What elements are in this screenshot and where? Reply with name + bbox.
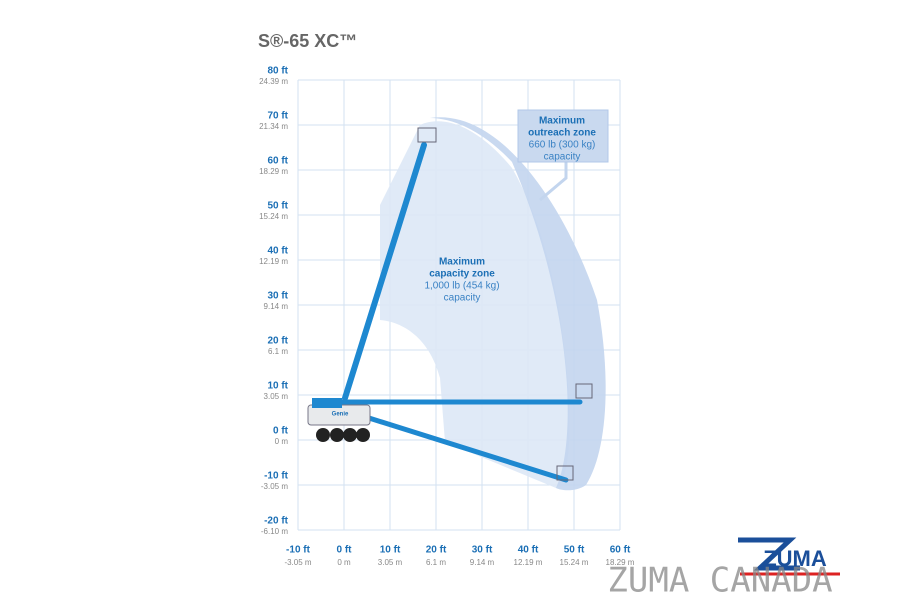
zone-capacity: 1,000 lb (454 kg) xyxy=(424,281,499,292)
x-tick-m: 18.29 m xyxy=(606,558,635,567)
x-tick-m: 9.14 m xyxy=(470,558,495,567)
y-tick-ft: 60 ft xyxy=(267,156,288,167)
logo-mark xyxy=(738,537,800,571)
zone-title: capacity zone xyxy=(429,269,495,280)
callout-box xyxy=(517,109,609,163)
turret xyxy=(312,398,342,408)
outreach-zone xyxy=(430,117,606,491)
x-tick-m: 6.1 m xyxy=(426,558,446,567)
title: S®-65 XC™ xyxy=(258,31,357,51)
x-tick-ft: 20 ft xyxy=(426,545,447,556)
y-tick-ft: 80 ft xyxy=(267,66,288,77)
logo-brand: ZUMA xyxy=(763,546,827,571)
x-tick-m: 12.19 m xyxy=(514,558,543,567)
zone-title: outreach zone xyxy=(528,128,596,139)
y-tick-m: 6.1 m xyxy=(268,347,288,356)
zone-note: capacity xyxy=(444,293,481,304)
callout-pointer xyxy=(539,162,568,202)
y-tick-m: 24.39 m xyxy=(259,77,288,86)
x-tick-m: 15.24 m xyxy=(560,558,589,567)
x-tick-ft: 50 ft xyxy=(564,545,585,556)
y-tick-ft: 30 ft xyxy=(267,291,288,302)
zone-title: Maximum xyxy=(539,116,585,127)
y-tick-ft: 10 ft xyxy=(267,381,288,392)
x-tick-m: 3.05 m xyxy=(378,558,403,567)
x-tick-ft: 40 ft xyxy=(518,545,539,556)
basket xyxy=(575,383,593,399)
basket xyxy=(417,127,437,143)
y-tick-m: 3.05 m xyxy=(264,392,289,401)
wheels xyxy=(316,428,370,442)
y-tick-ft: 0 ft xyxy=(273,426,289,437)
y-tick-m: 21.34 m xyxy=(259,122,288,131)
x-tick-ft: 10 ft xyxy=(380,545,401,556)
y-tick-m: 18.29 m xyxy=(259,167,288,176)
y-tick-ft: 40 ft xyxy=(267,246,288,257)
x-tick-m: 0 m xyxy=(337,558,351,567)
y-tick-ft: 20 ft xyxy=(267,336,288,347)
y-tick-ft: 70 ft xyxy=(267,111,288,122)
boom-down xyxy=(347,409,569,483)
zone-note: capacity xyxy=(544,152,581,163)
x-tick-ft: 0 ft xyxy=(337,545,353,556)
y-tick-ft: -20 ft xyxy=(264,516,289,527)
y-tick-m: -3.05 m xyxy=(261,482,288,491)
y-tick-ft: 50 ft xyxy=(267,201,288,212)
y-tick-m: 12.19 m xyxy=(259,257,288,266)
y-tick-m: 15.24 m xyxy=(259,212,288,221)
zone-title: Maximum xyxy=(439,257,485,268)
x-tick-ft: -10 ft xyxy=(286,545,311,556)
basket xyxy=(556,465,574,481)
x-tick-ft: 60 ft xyxy=(610,545,631,556)
zone-capacity: 660 lb (300 kg) xyxy=(529,140,596,151)
boom-vertical xyxy=(342,142,427,401)
x-tick-ft: 30 ft xyxy=(472,545,493,556)
y-tick-m: -6.10 m xyxy=(261,527,288,536)
x-tick-m: -3.05 m xyxy=(284,558,311,567)
y-tick-m: 9.14 m xyxy=(264,302,289,311)
capacity-zone xyxy=(380,121,570,489)
y-tick-m: 0 m xyxy=(275,437,289,446)
logo-name: ZUMA CANADA xyxy=(607,561,832,600)
machine-label: Genie xyxy=(332,412,349,418)
y-tick-ft: -10 ft xyxy=(264,471,289,482)
